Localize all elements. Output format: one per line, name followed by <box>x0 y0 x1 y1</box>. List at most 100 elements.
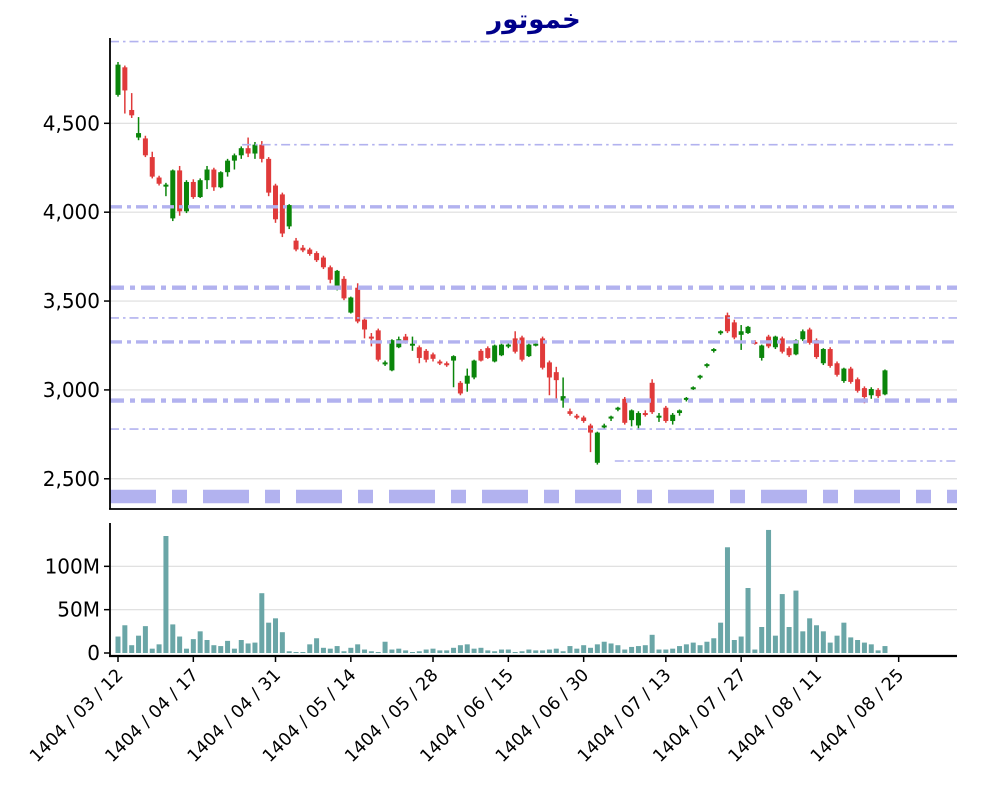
candle-down <box>546 360 552 396</box>
candle-down <box>731 319 737 340</box>
candle-down <box>355 283 361 324</box>
candle-up <box>656 413 662 422</box>
candle-down <box>293 237 299 252</box>
candle-body <box>519 337 525 360</box>
volume-bar <box>197 631 203 653</box>
candle-down <box>266 157 272 197</box>
candle-down <box>807 327 813 345</box>
candle-down <box>663 405 669 423</box>
candle-body <box>286 205 292 227</box>
volume-bars <box>115 529 888 653</box>
volume-bar <box>560 651 566 653</box>
candle-body <box>485 348 491 358</box>
volume-bar <box>766 529 772 653</box>
candle-body <box>635 413 641 426</box>
candle-body <box>293 240 299 250</box>
candle-body <box>136 133 142 138</box>
candle-body <box>341 278 347 299</box>
volume-bar <box>526 649 532 653</box>
volume-bar <box>327 648 333 653</box>
candle-body <box>238 148 244 156</box>
volume-bar <box>882 646 888 653</box>
volume-bar <box>320 647 326 653</box>
candle-down <box>142 135 148 158</box>
volume-bar <box>868 644 874 653</box>
candle-up <box>389 339 395 372</box>
candle-down <box>279 192 285 238</box>
candle-down <box>875 388 881 398</box>
volume-bar <box>697 645 703 653</box>
candle-body <box>149 157 155 177</box>
candle-body <box>875 389 881 397</box>
candle-body <box>211 169 217 188</box>
volume-bar <box>594 644 600 653</box>
volume-bar <box>533 650 539 653</box>
volume-bar <box>731 640 737 653</box>
volume-bar <box>711 638 717 653</box>
volume-bar <box>820 631 826 653</box>
candle-down <box>122 65 128 114</box>
candle-up <box>697 374 703 380</box>
price-tick-label: 3,000 <box>43 378 100 402</box>
candle-down <box>444 361 450 367</box>
candle-down <box>642 410 648 417</box>
candle-body <box>601 425 607 428</box>
candle-body <box>245 148 251 154</box>
candle-up <box>683 397 689 402</box>
candle-down <box>478 349 484 362</box>
volume-bar <box>635 646 641 653</box>
candle-body <box>183 181 189 212</box>
candle-up <box>505 342 511 349</box>
candle-body <box>314 253 320 261</box>
candle-body <box>697 375 703 378</box>
volume-bar <box>368 651 374 653</box>
candle-up <box>252 141 258 159</box>
candle-body <box>779 338 785 352</box>
volume-bar <box>163 536 169 653</box>
volume-bar <box>690 642 696 653</box>
volume-bar <box>423 649 429 653</box>
candle-down <box>519 335 525 362</box>
candle-body <box>348 297 354 313</box>
candle-body <box>478 350 484 361</box>
candle-body <box>677 410 683 414</box>
volume-bar <box>341 651 347 653</box>
candle-down <box>827 347 833 368</box>
volume-bar <box>834 635 840 653</box>
volume-bar <box>225 640 231 653</box>
volume-bar <box>273 618 279 653</box>
candle-body <box>629 410 635 421</box>
candle-body <box>307 249 313 254</box>
candle-body <box>129 109 135 116</box>
volume-bar <box>813 625 819 653</box>
volume-bar <box>663 649 669 653</box>
candle-body <box>259 144 265 159</box>
candle-body <box>279 194 285 234</box>
volume-bar <box>231 648 237 653</box>
candle-down <box>574 413 580 420</box>
candle-up <box>670 413 676 425</box>
candle-body <box>663 407 669 422</box>
volume-bar <box>588 647 594 653</box>
candle-body <box>416 347 422 358</box>
volume-bar <box>724 547 730 653</box>
candle-down <box>300 245 306 253</box>
candle-up <box>498 343 504 357</box>
candle-up <box>594 431 600 465</box>
candle-body <box>690 387 696 390</box>
volume-bar <box>183 648 189 653</box>
candle-body <box>252 144 258 154</box>
candle-down <box>320 255 326 270</box>
volume-bar <box>629 646 635 653</box>
candle-body <box>786 348 792 356</box>
candle-body <box>731 322 737 338</box>
volume-bar <box>670 648 676 653</box>
candle-body <box>608 416 614 419</box>
volume-bar <box>553 648 559 653</box>
volume-bar <box>348 647 354 653</box>
volume-bar <box>190 639 196 653</box>
candle-up <box>170 169 176 222</box>
volume-bar <box>677 646 683 653</box>
candle-body <box>649 382 655 413</box>
volume-bar <box>122 625 128 653</box>
